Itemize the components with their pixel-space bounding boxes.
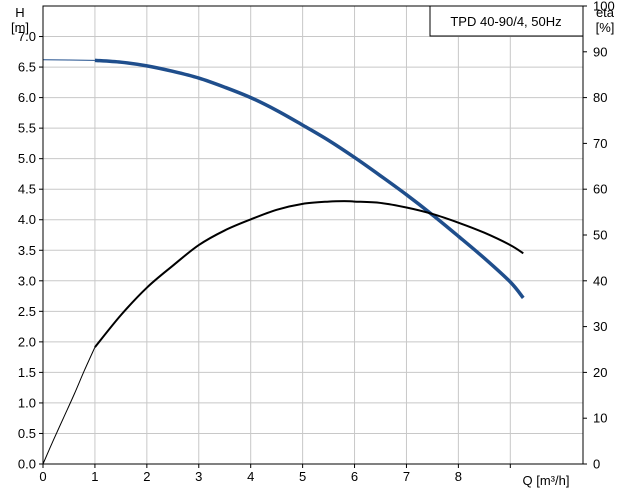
- grid: [43, 6, 583, 464]
- y-right-tick-label: 60: [593, 182, 607, 197]
- y-left-tick-label: 4.0: [18, 212, 36, 227]
- y-right-tick-label: 80: [593, 90, 607, 105]
- y-left-tick-label: 4.5: [18, 182, 36, 197]
- y-left-tick-label: 3.5: [18, 243, 36, 258]
- y-right-tick-label: 40: [593, 273, 607, 288]
- y-left-tick-label: 1.5: [18, 365, 36, 380]
- y-left-tick-label: 6.5: [18, 60, 36, 75]
- y-right-label-line1: eta: [596, 5, 615, 20]
- h-curve-extrapolated: [42, 59, 95, 61]
- plot-area: [43, 6, 583, 464]
- y-right-tick-label: 0: [593, 457, 600, 472]
- y-right-tick-label: 20: [593, 365, 607, 380]
- chart-title: TPD 40-90/4, 50Hz: [450, 14, 561, 29]
- x-tick-label: 4: [247, 469, 254, 484]
- x-tick-label: 0: [39, 469, 46, 484]
- y-right-tick-label: 90: [593, 44, 607, 59]
- y-left-label-line2: [m]: [11, 20, 29, 35]
- plot-frame: [42, 5, 584, 465]
- eta-curve-extrapolated: [42, 347, 96, 465]
- x-tick-label: 3: [195, 469, 202, 484]
- x-tick-label: 1: [91, 469, 98, 484]
- chart-title-box: TPD 40-90/4, 50Hz: [429, 5, 584, 37]
- x-tick-label: 8: [455, 469, 462, 484]
- x-axis-label: Q [m³/h]: [523, 473, 570, 488]
- y-right-tick-label: 10: [593, 411, 607, 426]
- y-left-tick-label: 3.0: [18, 273, 36, 288]
- x-tick-label: 5: [299, 469, 306, 484]
- y-right-label-line2: [%]: [596, 20, 615, 35]
- eta-curve: [94, 200, 524, 348]
- y-left-tick-label: 2.0: [18, 334, 36, 349]
- y-right-tick-label: 50: [593, 228, 607, 243]
- y-left-tick-label: 1.0: [18, 395, 36, 410]
- x-tick-label: 6: [351, 469, 358, 484]
- ticks-layer: 0 1 2 3 4 5 6 7 8 0.0 0.5 1.0 1.5 2.0 2.5 3.0 3.5 4.0 4.5 5…: [18, 0, 615, 484]
- y-left-tick-label: 5.0: [18, 151, 36, 166]
- y-right-tick-label: 30: [593, 319, 607, 334]
- y-right-tick-label: 100: [593, 0, 615, 14]
- h-curve: [94, 58, 525, 300]
- y-left-tick-label: 5.5: [18, 121, 36, 136]
- x-tick-label: 2: [143, 469, 150, 484]
- y-left-tick-label: 2.5: [18, 304, 36, 319]
- y-left-tick-label: 6.0: [18, 90, 36, 105]
- y-right-tick-label: 70: [593, 136, 607, 151]
- y-left-label-line1: H: [15, 5, 24, 20]
- series-layer: [42, 58, 525, 465]
- y-left-tick-label: 7.0: [18, 29, 36, 44]
- y-left-tick-label: 0.0: [18, 457, 36, 472]
- x-tick-label: 7: [403, 469, 410, 484]
- y-left-tick-label: 0.5: [18, 426, 36, 441]
